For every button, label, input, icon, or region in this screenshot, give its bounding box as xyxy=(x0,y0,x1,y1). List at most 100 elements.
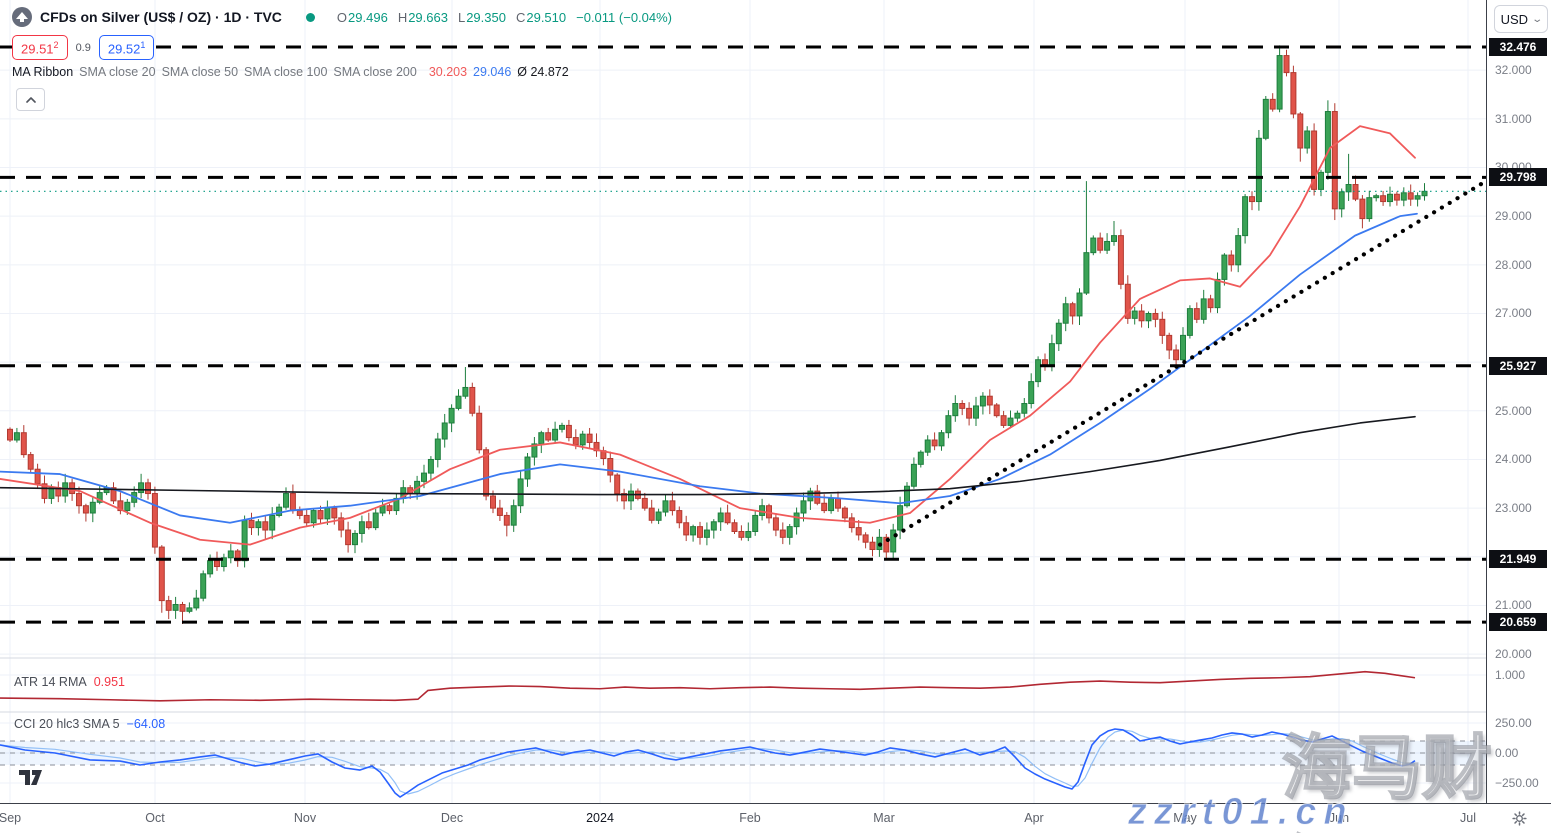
trendline[interactable] xyxy=(877,179,1489,547)
candle-body xyxy=(890,529,897,553)
price-axis[interactable]: 32.00031.00030.00029.00028.00027.00026.0… xyxy=(1487,0,1551,803)
bid-price-button[interactable]: 29.512 xyxy=(12,35,68,61)
price-axis-label: 32.000 xyxy=(1495,63,1532,78)
candle-body xyxy=(455,395,462,409)
candle-body xyxy=(1083,252,1090,294)
candle-body xyxy=(565,424,572,439)
candle-body xyxy=(421,472,427,482)
candle-body xyxy=(869,541,876,551)
candle-body xyxy=(1028,381,1035,405)
ma-line-sma20 xyxy=(0,125,1416,546)
price-axis-label: 21.000 xyxy=(1495,598,1532,613)
candle-body xyxy=(1324,111,1331,173)
candle-body xyxy=(752,514,759,532)
candle-body xyxy=(358,521,365,534)
candle-body xyxy=(1111,235,1117,242)
candle-body xyxy=(1138,310,1145,322)
cci-line xyxy=(0,728,1416,798)
candle-body xyxy=(586,433,593,443)
candle-body xyxy=(1338,191,1345,210)
candle-body xyxy=(441,422,448,440)
price-level-badge: 20.659 xyxy=(1489,613,1547,632)
currency-selector[interactable]: USD ⌄ xyxy=(1494,5,1548,33)
price-axis-label: 27.000 xyxy=(1495,306,1532,321)
candle-body xyxy=(476,412,483,451)
candle-body xyxy=(1345,184,1352,193)
time-axis-label: 2024 xyxy=(586,811,614,825)
price-axis-label: 24.000 xyxy=(1495,452,1532,467)
candle-body xyxy=(1283,55,1290,74)
candle-body xyxy=(186,607,193,612)
candle-body xyxy=(1214,278,1221,309)
candle-body xyxy=(179,603,186,612)
candle-body xyxy=(683,522,690,536)
candle-body xyxy=(145,482,151,495)
candle-body xyxy=(365,521,372,529)
candle-body xyxy=(772,517,779,531)
candle-body xyxy=(283,493,289,508)
candle-body xyxy=(138,482,145,494)
candle-body xyxy=(1117,235,1124,285)
ask-price-button[interactable]: 29.521 xyxy=(98,35,155,61)
candle-body xyxy=(862,534,869,543)
candle-body xyxy=(289,493,296,512)
price-axis-label: 31.000 xyxy=(1495,111,1532,126)
candle-body xyxy=(303,514,310,524)
candle-body xyxy=(207,560,214,575)
time-axis-border xyxy=(0,803,1551,804)
collapse-legend-button[interactable] xyxy=(16,88,45,111)
candle-body xyxy=(151,493,158,548)
candle-body xyxy=(1373,195,1380,199)
ma-param-200: SMA close 200 xyxy=(333,65,417,79)
ma-value-average: Ø 24.872 xyxy=(517,65,569,79)
price-axis-label: 28.000 xyxy=(1495,257,1532,272)
candle-body xyxy=(448,407,455,424)
candle-body xyxy=(331,507,338,519)
candle-body xyxy=(82,505,89,514)
ma-ribbon-legend[interactable]: MA Ribbon SMA close 20 SMA close 50 SMA … xyxy=(12,65,569,79)
symbol-legend[interactable]: CFDs on Silver (US$ / OZ) · 1D · TVC O29… xyxy=(12,7,672,27)
candle-body xyxy=(731,522,738,532)
candle-body xyxy=(372,512,379,529)
price-axis-border xyxy=(1486,0,1487,803)
atr-legend[interactable]: ATR 14 RMA 0.951 xyxy=(14,675,125,689)
cci-legend[interactable]: CCI 20 hlc3 SMA 5 −64.08 xyxy=(14,717,165,731)
candle-body xyxy=(910,463,917,487)
time-axis[interactable]: Sep Oct Nov Dec 2024 Feb Mar Apr May Jun Jul xyxy=(0,803,1551,833)
price-level-badge: 21.949 xyxy=(1489,550,1547,569)
axis-settings-corner[interactable] xyxy=(1487,804,1551,833)
ma-value-sma20: 30.203 xyxy=(428,65,468,79)
gear-icon xyxy=(1511,811,1527,826)
candle-body xyxy=(1366,197,1373,220)
candle-body xyxy=(938,432,945,447)
candle-body xyxy=(531,443,538,458)
candle-body xyxy=(310,510,317,524)
atr-name: ATR 14 RMA xyxy=(14,675,87,689)
candle-body xyxy=(1242,196,1249,237)
candle-body xyxy=(897,505,904,531)
candle-body xyxy=(1173,349,1180,361)
candle-body xyxy=(338,517,345,531)
candle-body xyxy=(993,404,1000,417)
candle-body xyxy=(165,600,172,611)
candle-body xyxy=(13,432,20,441)
time-axis-label: Oct xyxy=(145,811,165,825)
spread-value: 0.9 xyxy=(73,41,93,54)
candle-body xyxy=(1318,171,1324,190)
candle-body xyxy=(317,510,324,520)
candle-body xyxy=(1166,334,1173,351)
time-axis-label: Apr xyxy=(1024,811,1044,825)
candle-body xyxy=(89,501,96,514)
price-level-badge: 25.927 xyxy=(1489,356,1547,375)
candle-body xyxy=(883,536,890,553)
candle-body xyxy=(490,495,496,509)
candle-body xyxy=(793,512,800,528)
candle-body xyxy=(1387,193,1393,203)
tradingview-logo[interactable] xyxy=(18,769,48,786)
candle-body xyxy=(855,527,862,536)
candle-body xyxy=(690,526,697,536)
time-axis-label: May xyxy=(1173,811,1197,825)
candle-body xyxy=(1097,237,1104,251)
candle-body xyxy=(979,395,986,407)
